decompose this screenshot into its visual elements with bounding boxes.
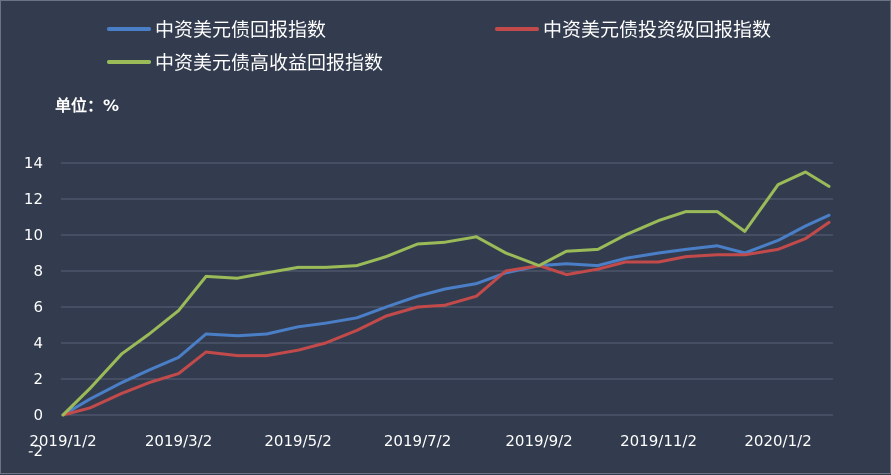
series-lines xyxy=(61,170,831,417)
x-tick-label: 2019/11/2 xyxy=(620,432,697,450)
x-tick-label: 2019/3/2 xyxy=(145,432,212,450)
y-tick-label: 2 xyxy=(33,370,43,388)
x-tick-label: 2019/9/2 xyxy=(505,432,572,450)
x-tick-label: 2019/1/2 xyxy=(29,432,96,450)
legend-label-1: 中资美元债回报指数 xyxy=(155,19,326,41)
y-tick-label: 12 xyxy=(24,190,43,208)
series-line-1 xyxy=(61,213,831,417)
y-tick-label: -2 xyxy=(28,442,43,460)
y-tick-label: 0 xyxy=(33,406,43,424)
y-tick-label: 8 xyxy=(33,262,43,280)
legend-label-3: 中资美元债高收益回报指数 xyxy=(155,52,383,74)
x-axis-ticks: 2019/1/2 2019/3/2 2019/5/2 2019/7/2 2019/9/2… xyxy=(29,432,811,450)
y-axis-ticks: -2 0 2 4 6 8 10 12 14 xyxy=(24,154,43,460)
gridlines xyxy=(61,162,833,416)
y-tick-label: 14 xyxy=(24,154,43,172)
series-line-3 xyxy=(61,170,831,417)
x-tick-label: 2019/5/2 xyxy=(264,432,331,450)
legend-label-2: 中资美元债投资级回报指数 xyxy=(543,19,771,41)
y-tick-label: 6 xyxy=(33,298,43,316)
y-tick-label: 10 xyxy=(24,226,43,244)
series-line-2 xyxy=(61,220,831,417)
unit-label: 单位：% xyxy=(55,96,119,115)
x-tick-label: 2019/7/2 xyxy=(384,432,451,450)
y-tick-label: 4 xyxy=(33,334,43,352)
x-tick-label: 2020/1/2 xyxy=(744,432,811,450)
